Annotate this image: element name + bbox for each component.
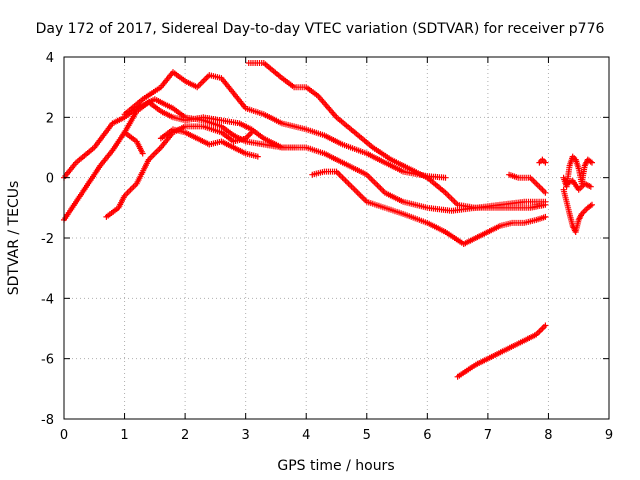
x-tick-label: 3 [242, 428, 250, 443]
x-tick-label: 9 [605, 428, 613, 443]
series-track-i [506, 171, 549, 196]
chart-title: Day 172 of 2017, Sidereal Day-to-day VTE… [36, 21, 605, 37]
series-track-h [309, 168, 549, 247]
x-tick-label: 5 [363, 428, 371, 443]
x-tick-label: 7 [484, 428, 492, 443]
y-tick-label: -8 [41, 413, 54, 428]
y-tick-label: 2 [46, 111, 54, 126]
series-markers [560, 186, 595, 235]
x-tick-label: 4 [302, 428, 310, 443]
x-tick-label: 2 [181, 428, 189, 443]
data-points [61, 60, 595, 380]
x-axis: 0 1 2 3 4 5 6 7 8 9 [60, 57, 613, 443]
x-tick-label: 8 [544, 428, 552, 443]
series-track-e [121, 129, 146, 157]
series-track-k [454, 322, 549, 380]
series-track-j [536, 156, 549, 166]
series-track-c [121, 69, 449, 181]
series-markers [309, 168, 549, 247]
series-markers [506, 171, 549, 196]
series-track-n [563, 177, 594, 193]
series-markers [61, 99, 298, 223]
grid-lines [64, 57, 609, 419]
x-tick-label: 1 [120, 428, 128, 443]
series-markers [245, 60, 549, 211]
y-axis-label: SDTVAR / TECUs [6, 181, 22, 296]
series-markers [563, 177, 594, 193]
y-axis: -8 -6 -4 -2 0 2 4 [41, 51, 609, 428]
y-tick-label: 0 [46, 172, 54, 187]
series-markers [121, 69, 449, 181]
series-track-m [560, 186, 595, 235]
series-markers [536, 156, 549, 166]
y-tick-label: 4 [46, 51, 54, 66]
series-markers [103, 123, 255, 220]
x-axis-label: GPS time / hours [277, 458, 394, 474]
y-tick-label: -2 [41, 232, 54, 247]
series-track-d [245, 60, 549, 211]
series-markers [121, 129, 146, 157]
x-tick-label: 6 [423, 428, 431, 443]
series-markers [454, 322, 549, 380]
series-markers [157, 126, 261, 160]
y-tick-label: -6 [41, 353, 54, 368]
x-tick-label: 0 [60, 428, 68, 443]
y-tick-label: -4 [41, 292, 54, 307]
series-track-g [157, 126, 261, 160]
series-track-f [103, 123, 255, 220]
series-track-b [61, 99, 298, 223]
